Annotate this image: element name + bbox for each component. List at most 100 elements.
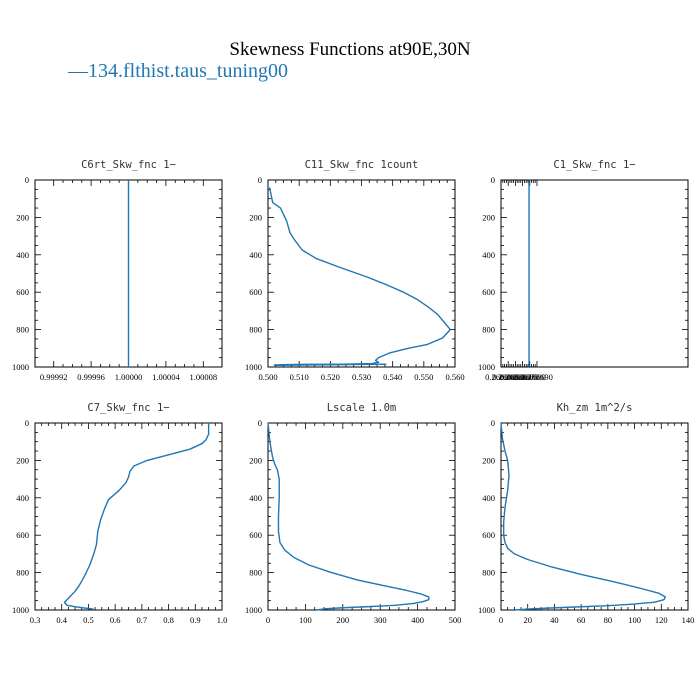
x-tick-label: 200	[336, 615, 349, 625]
x-tick-label: 40	[550, 615, 559, 625]
x-tick-label: 0	[266, 615, 270, 625]
y-tick-label: 1000	[12, 605, 29, 615]
plot-frame	[267, 179, 456, 368]
panel-title: C11_Skw_fnc 1count	[305, 159, 419, 171]
panel-title: C7_Skw_fnc 1−	[87, 402, 169, 414]
figure-title: Skewness Functions at90E,30N	[229, 39, 470, 60]
y-tick-label: 600	[249, 287, 262, 297]
y-tick-label: 600	[249, 530, 262, 540]
y-tick-label: 1000	[12, 362, 29, 372]
y-tick-label: 200	[249, 455, 262, 465]
panel-title: Lscale 1.0m	[327, 402, 397, 414]
x-tick-label: 0.4	[56, 615, 67, 625]
x-tick-label: 0.6	[110, 615, 121, 625]
series-line	[63, 423, 210, 610]
series-line	[500, 422, 666, 611]
x-tick-label: 0.3	[30, 615, 41, 625]
x-tick-label: 140	[682, 615, 695, 625]
x-tick-label: 0.266650	[492, 372, 524, 382]
y-tick-label: 600	[16, 530, 29, 540]
y-tick-label: 0	[491, 418, 495, 428]
x-tick-label: 0.9	[190, 615, 201, 625]
legend-line-sample: —	[67, 60, 89, 82]
panel-title: Kh_zm 1m^2/s	[557, 402, 633, 414]
panel-title: C6rt_Skw_fnc 1−	[81, 159, 176, 171]
x-tick-label: 60	[577, 615, 586, 625]
x-tick-label: 0.550	[414, 372, 433, 382]
y-tick-label: 400	[249, 250, 262, 260]
x-tick-label: 0.560	[445, 372, 464, 382]
chart-panel: Kh_zm 1m^2/s 0 20 40 60 80 100 120 140 0 200 400 600…	[478, 402, 694, 625]
y-tick-label: 200	[249, 212, 262, 222]
x-tick-label: 0.7	[137, 615, 148, 625]
y-tick-label: 1000	[478, 362, 495, 372]
y-tick-label: 400	[249, 493, 262, 503]
y-tick-label: 800	[249, 325, 262, 335]
x-tick-label: 100	[299, 615, 312, 625]
y-tick-label: 1000	[245, 362, 262, 372]
y-tick-label: 800	[249, 568, 262, 578]
x-tick-label: 500	[449, 615, 462, 625]
chart-panel: C1_Skw_fnc 1− 0.2666400.2666500.2666600.2…	[478, 159, 689, 382]
x-tick-label: 0.540	[383, 372, 402, 382]
x-tick-label: 0	[499, 615, 503, 625]
chart-panel: C11_Skw_fnc 1count 0.500 0.510 0.520 0.530 0.…	[245, 159, 465, 382]
plot-frame	[267, 422, 456, 611]
y-tick-label: 1000	[245, 605, 262, 615]
y-tick-label: 0	[25, 418, 29, 428]
y-tick-label: 400	[16, 250, 29, 260]
y-tick-label: 0	[491, 175, 495, 185]
x-tick-label: 0.520	[321, 372, 340, 382]
y-tick-label: 400	[482, 493, 495, 503]
y-tick-label: 0	[25, 175, 29, 185]
y-tick-label: 200	[16, 455, 29, 465]
y-tick-label: 200	[482, 455, 495, 465]
x-tick-label: 0.530	[352, 372, 371, 382]
series-line	[268, 187, 452, 367]
x-tick-label: 0.8	[163, 615, 174, 625]
x-tick-label: 120	[655, 615, 668, 625]
x-tick-label: 0.510	[290, 372, 309, 382]
y-tick-label: 200	[482, 212, 495, 222]
chart-panel: Lscale 1.0m 0 100 200 300 400 500 0 200 400 600 800…	[245, 402, 461, 625]
y-tick-label: 400	[16, 493, 29, 503]
y-tick-label: 200	[16, 212, 29, 222]
chart-panel: C7_Skw_fnc 1− 0.3 0.4 0.5 0.6 0.7 0.8 0.9 1.0 0 20…	[12, 402, 227, 625]
y-tick-label: 0	[258, 418, 262, 428]
x-tick-label: 1.0	[217, 615, 228, 625]
x-tick-label: 100	[628, 615, 641, 625]
y-tick-label: 600	[482, 287, 495, 297]
x-tick-label: 0.266680	[514, 372, 546, 382]
x-tick-label: 0.99992	[40, 372, 68, 382]
x-tick-label: 1.00000	[115, 372, 143, 382]
y-tick-label: 600	[16, 287, 29, 297]
panel-title: C1_Skw_fnc 1−	[553, 159, 635, 171]
x-tick-label: 80	[604, 615, 613, 625]
x-tick-label: 1.00008	[189, 372, 217, 382]
y-tick-label: 0	[258, 175, 262, 185]
y-tick-label: 800	[16, 568, 29, 578]
y-tick-label: 800	[482, 325, 495, 335]
x-tick-label: 0.5	[83, 615, 94, 625]
x-tick-label: 0.266690	[521, 372, 553, 382]
panels-grid: C6rt_Skw_fnc 1−0.99992 0.99996 1.00000 1.00…	[12, 159, 694, 625]
y-tick-label: 800	[16, 325, 29, 335]
y-tick-label: 600	[482, 530, 495, 540]
series-line	[267, 422, 430, 611]
y-tick-label: 1000	[478, 605, 495, 615]
x-tick-label: 1.00004	[152, 372, 180, 382]
x-tick-label: 0.266660	[499, 372, 531, 382]
y-tick-label: 400	[482, 250, 495, 260]
x-tick-label: 0.99996	[77, 372, 105, 382]
x-tick-label: 0.266640	[485, 372, 517, 382]
plot-frame	[500, 422, 689, 611]
y-tick-label: 800	[482, 568, 495, 578]
x-tick-label: 0.500	[258, 372, 277, 382]
x-tick-label: 300	[374, 615, 387, 625]
legend: — 134.flthist.taus_tuning00	[67, 60, 288, 82]
x-tick-label: 400	[411, 615, 424, 625]
chart-panel: C6rt_Skw_fnc 1− 0.99992 0.99996 1.00000 1.00…	[12, 159, 223, 382]
x-tick-label: 0.266670	[507, 372, 539, 382]
legend-label: 134.flthist.taus_tuning00	[88, 60, 288, 82]
